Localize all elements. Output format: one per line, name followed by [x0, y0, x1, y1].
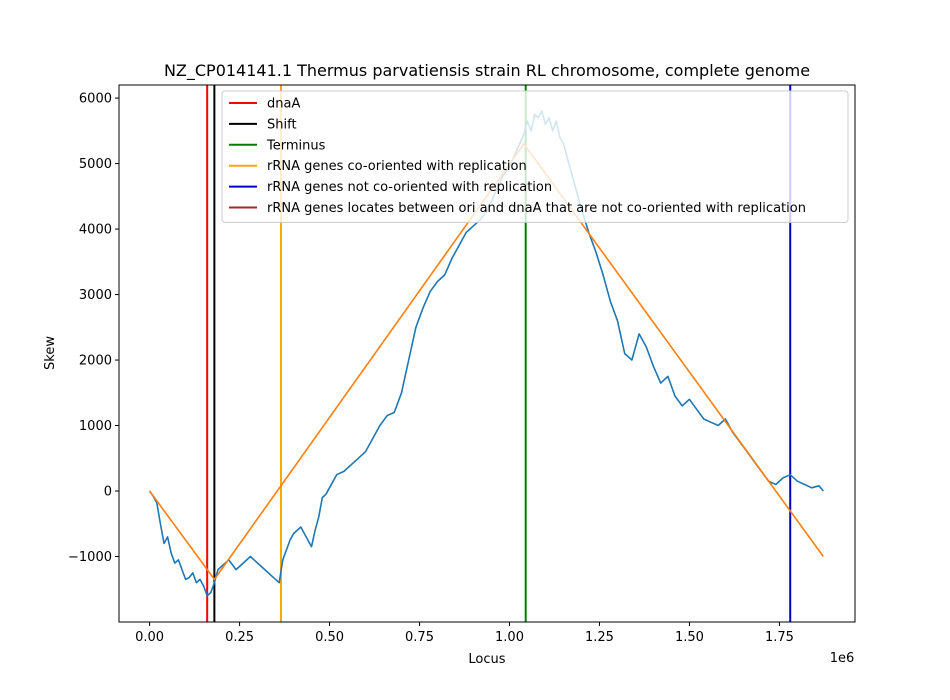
x-tick-label: 1.75	[765, 630, 794, 645]
legend-label: Terminus	[266, 138, 326, 153]
legend-label: rRNA genes not co-oriented with replicat…	[267, 180, 552, 195]
x-axis-offset-label: 1e6	[830, 651, 855, 666]
legend: dnaA Shift Terminus rRNA genes co-oriented …	[221, 90, 849, 223]
x-tick-label: 1.25	[585, 630, 614, 645]
x-tick-label: 0.00	[135, 630, 164, 645]
y-tick-label: 6000	[79, 92, 112, 107]
x-tick-label: 1.50	[675, 630, 704, 645]
x-axis-label: Locus	[468, 652, 505, 667]
y-tick-label: 4000	[79, 223, 112, 238]
y-tick-label: 3000	[79, 288, 112, 303]
x-tick-label: 0.50	[315, 630, 344, 645]
y-axis-label: Skew	[43, 336, 58, 370]
chart-title: NZ_CP014141.1 Thermus parvatiensis strai…	[164, 61, 810, 81]
y-tick-label: −1000	[68, 550, 112, 565]
legend-label: rRNA genes co-oriented with replication	[267, 159, 527, 174]
x-tick-label: 0.25	[225, 630, 254, 645]
legend-label: Shift	[267, 117, 297, 132]
y-tick-label: 2000	[79, 354, 112, 369]
legend-box	[221, 90, 849, 223]
y-axis: −1000 0 1000 2000 3000 4000 5000 6000	[68, 92, 119, 565]
legend-label: rRNA genes locates between ori and dnaA …	[267, 201, 806, 216]
y-tick-label: 5000	[79, 157, 112, 172]
series-line-0	[148, 110, 824, 597]
x-axis: 0.00 0.25 0.50 0.75 1.00 1.25 1.50 1.75	[135, 622, 794, 645]
plot-frame	[118, 84, 856, 623]
x-tick-label: 1.00	[495, 630, 524, 645]
y-tick-label: 0	[104, 485, 112, 500]
legend-label: dnaA	[267, 97, 300, 112]
y-tick-label: 1000	[79, 419, 112, 434]
x-tick-label: 0.75	[405, 630, 434, 645]
series-line-1	[148, 143, 824, 581]
